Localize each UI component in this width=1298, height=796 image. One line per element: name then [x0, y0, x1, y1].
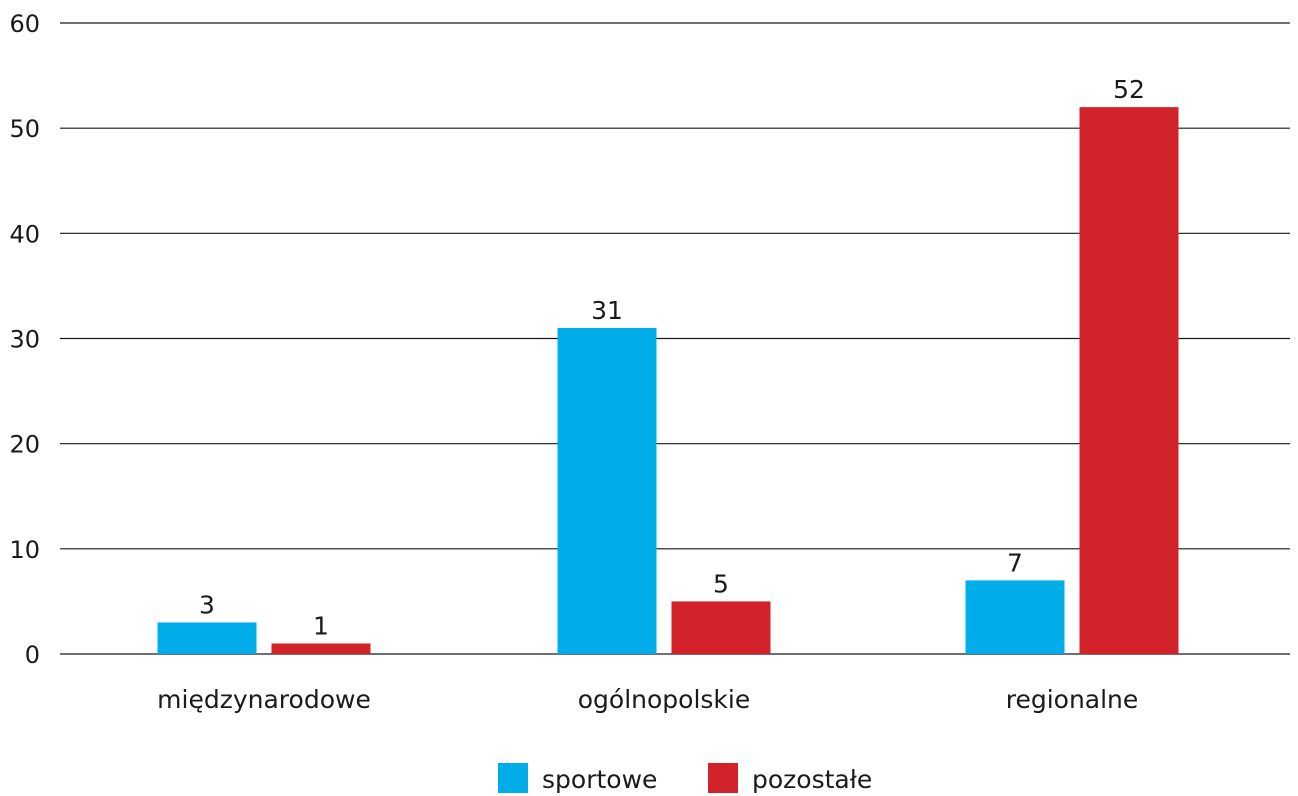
- data-label: 31: [591, 296, 623, 325]
- y-tick-label: 50: [9, 115, 40, 143]
- bar-pozostałe-ogólnopolskie: [671, 601, 771, 654]
- data-label: 5: [713, 569, 729, 598]
- legend: sportowe pozostałe: [498, 763, 872, 794]
- category-label: ogólnopolskie: [578, 685, 751, 714]
- legend-swatch-pozostałe: [708, 763, 738, 793]
- bar-pozostałe-regionalne: [1079, 107, 1179, 655]
- bar-sportowe-ogólnopolskie: [557, 327, 657, 654]
- y-tick-label: 0: [25, 641, 40, 669]
- y-axis-ticks: 0 10 20 30 40 50 60: [9, 10, 40, 669]
- grid-lines: [60, 22, 1290, 655]
- legend-swatch-sportowe: [498, 763, 528, 793]
- y-tick-label: 60: [9, 10, 40, 38]
- y-tick-label: 40: [9, 220, 40, 248]
- bar-pozostałe-międzynarodowe: [271, 643, 371, 654]
- x-axis-categories: międzynarodowe ogólnopolskie regionalne: [157, 685, 1138, 714]
- bar-sportowe-międzynarodowe: [157, 622, 257, 654]
- y-tick-label: 20: [9, 431, 40, 459]
- category-label: regionalne: [1006, 685, 1139, 714]
- data-label: 3: [199, 590, 215, 619]
- bar-sportowe-regionalne: [965, 580, 1065, 654]
- data-label: 1: [313, 611, 329, 640]
- y-tick-label: 10: [9, 536, 40, 564]
- y-tick-label: 30: [9, 326, 40, 354]
- data-label: 7: [1007, 548, 1023, 577]
- bars: [157, 107, 1179, 655]
- data-label: 52: [1113, 75, 1145, 104]
- legend-label: pozostałe: [752, 765, 872, 794]
- category-label: międzynarodowe: [157, 685, 371, 714]
- legend-label: sportowe: [542, 765, 657, 794]
